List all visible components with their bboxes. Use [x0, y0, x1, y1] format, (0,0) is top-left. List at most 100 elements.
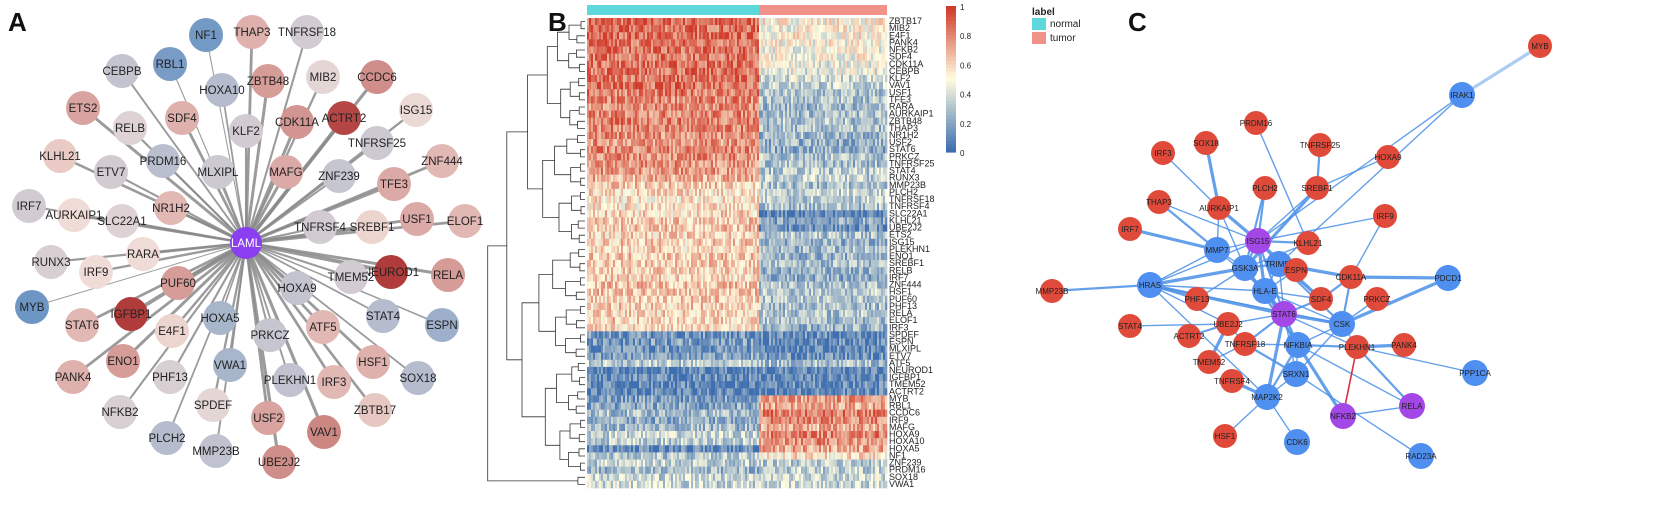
heat-cell: [709, 131, 712, 140]
heat-cell: [671, 103, 674, 111]
heat-cell: [685, 210, 688, 218]
heat-cell: [693, 53, 696, 62]
heat-cell: [741, 131, 744, 140]
heat-cell: [739, 39, 742, 47]
heat-cell: [665, 117, 668, 126]
heat-cell: [843, 124, 846, 133]
heat-cell: [809, 167, 812, 175]
heat-cell: [725, 181, 728, 190]
heat-cell: [733, 188, 736, 197]
heat-cell: [859, 231, 862, 240]
heat-cell: [705, 153, 708, 161]
heat-cell: [789, 217, 792, 225]
heat-cell: [847, 117, 850, 126]
heat-cell: [589, 74, 592, 83]
heat-cell: [751, 103, 754, 111]
heat-cell: [661, 231, 664, 240]
heat-cell: [885, 224, 888, 232]
heat-cell: [639, 217, 642, 225]
heat-cell: [841, 96, 844, 104]
heat-cell: [763, 110, 766, 118]
heat-cell: [813, 25, 816, 33]
heat-cell: [703, 89, 706, 97]
heat-cell: [593, 160, 596, 168]
heat-cell: [755, 82, 758, 90]
heat-cell: [793, 160, 796, 168]
heat-cell: [591, 167, 594, 175]
heat-cell: [793, 174, 796, 183]
heat-cell: [667, 32, 670, 40]
heat-cell: [739, 210, 742, 218]
heat-cell: [765, 181, 768, 190]
heat-cell: [587, 18, 590, 26]
heat-cell: [825, 174, 828, 183]
heat-cell: [873, 231, 876, 240]
heat-cell: [883, 103, 886, 111]
heat-cell: [873, 103, 876, 111]
heat-cell: [699, 217, 702, 225]
heat-cell: [589, 224, 592, 232]
heat-cell: [853, 203, 856, 211]
heat-cell: [719, 167, 722, 175]
heat-cell: [711, 110, 714, 118]
heat-cell: [605, 139, 608, 147]
heat-cell: [651, 60, 654, 69]
heat-cell: [723, 89, 726, 97]
heat-cell: [871, 203, 874, 211]
heat-cell: [737, 124, 740, 133]
heat-cell: [779, 18, 782, 26]
heat-cell: [611, 196, 614, 204]
heat-cell: [639, 32, 642, 40]
heat-cell: [635, 96, 638, 104]
dendrogram-branch: [580, 277, 585, 286]
heat-cell: [773, 210, 776, 218]
heat-cell: [605, 25, 608, 33]
heat-cell: [607, 231, 610, 240]
heat-cell: [621, 174, 624, 183]
heat-cell: [781, 103, 784, 111]
heat-cell: [661, 153, 664, 161]
heat-cell: [613, 74, 616, 83]
heat-cell: [857, 89, 860, 97]
heat-cell: [693, 203, 696, 211]
heat-cell: [877, 60, 880, 69]
heat-cell: [637, 60, 640, 69]
heat-cell: [637, 238, 640, 247]
heat-cell: [709, 60, 712, 69]
heat-cell: [733, 196, 736, 204]
heat-cell: [745, 139, 748, 147]
heat-cell: [739, 124, 742, 133]
heat-cell: [663, 131, 666, 140]
heat-cell: [675, 46, 678, 54]
heat-cell: [665, 231, 668, 240]
heat-cell: [775, 181, 778, 190]
heat-cell: [699, 203, 702, 211]
heat-cell: [733, 153, 736, 161]
heat-cell: [633, 146, 636, 154]
heat-cell: [735, 46, 738, 54]
heat-cell: [865, 217, 868, 225]
heat-cell: [693, 224, 696, 232]
heat-cell: [833, 18, 836, 26]
heat-cell: [829, 160, 832, 168]
heat-cell: [715, 231, 718, 240]
heat-cell: [759, 103, 762, 111]
heat-cell: [841, 39, 844, 47]
heat-cell: [657, 196, 660, 204]
heat-cell: [785, 46, 788, 54]
heat-cell: [637, 231, 640, 240]
heat-cell: [609, 210, 612, 218]
heat-cell: [799, 231, 802, 240]
heat-cell: [743, 160, 746, 168]
heat-cell: [843, 174, 846, 183]
heat-cell: [751, 146, 754, 154]
heat-cell: [713, 124, 716, 133]
heat-cell: [741, 67, 744, 76]
heat-cell: [721, 74, 724, 83]
heat-cell: [757, 53, 760, 62]
heat-cell: [743, 39, 746, 47]
heat-cell: [639, 238, 642, 247]
heat-cell: [877, 217, 880, 225]
heat-cell: [741, 117, 744, 126]
heat-cell: [631, 160, 634, 168]
